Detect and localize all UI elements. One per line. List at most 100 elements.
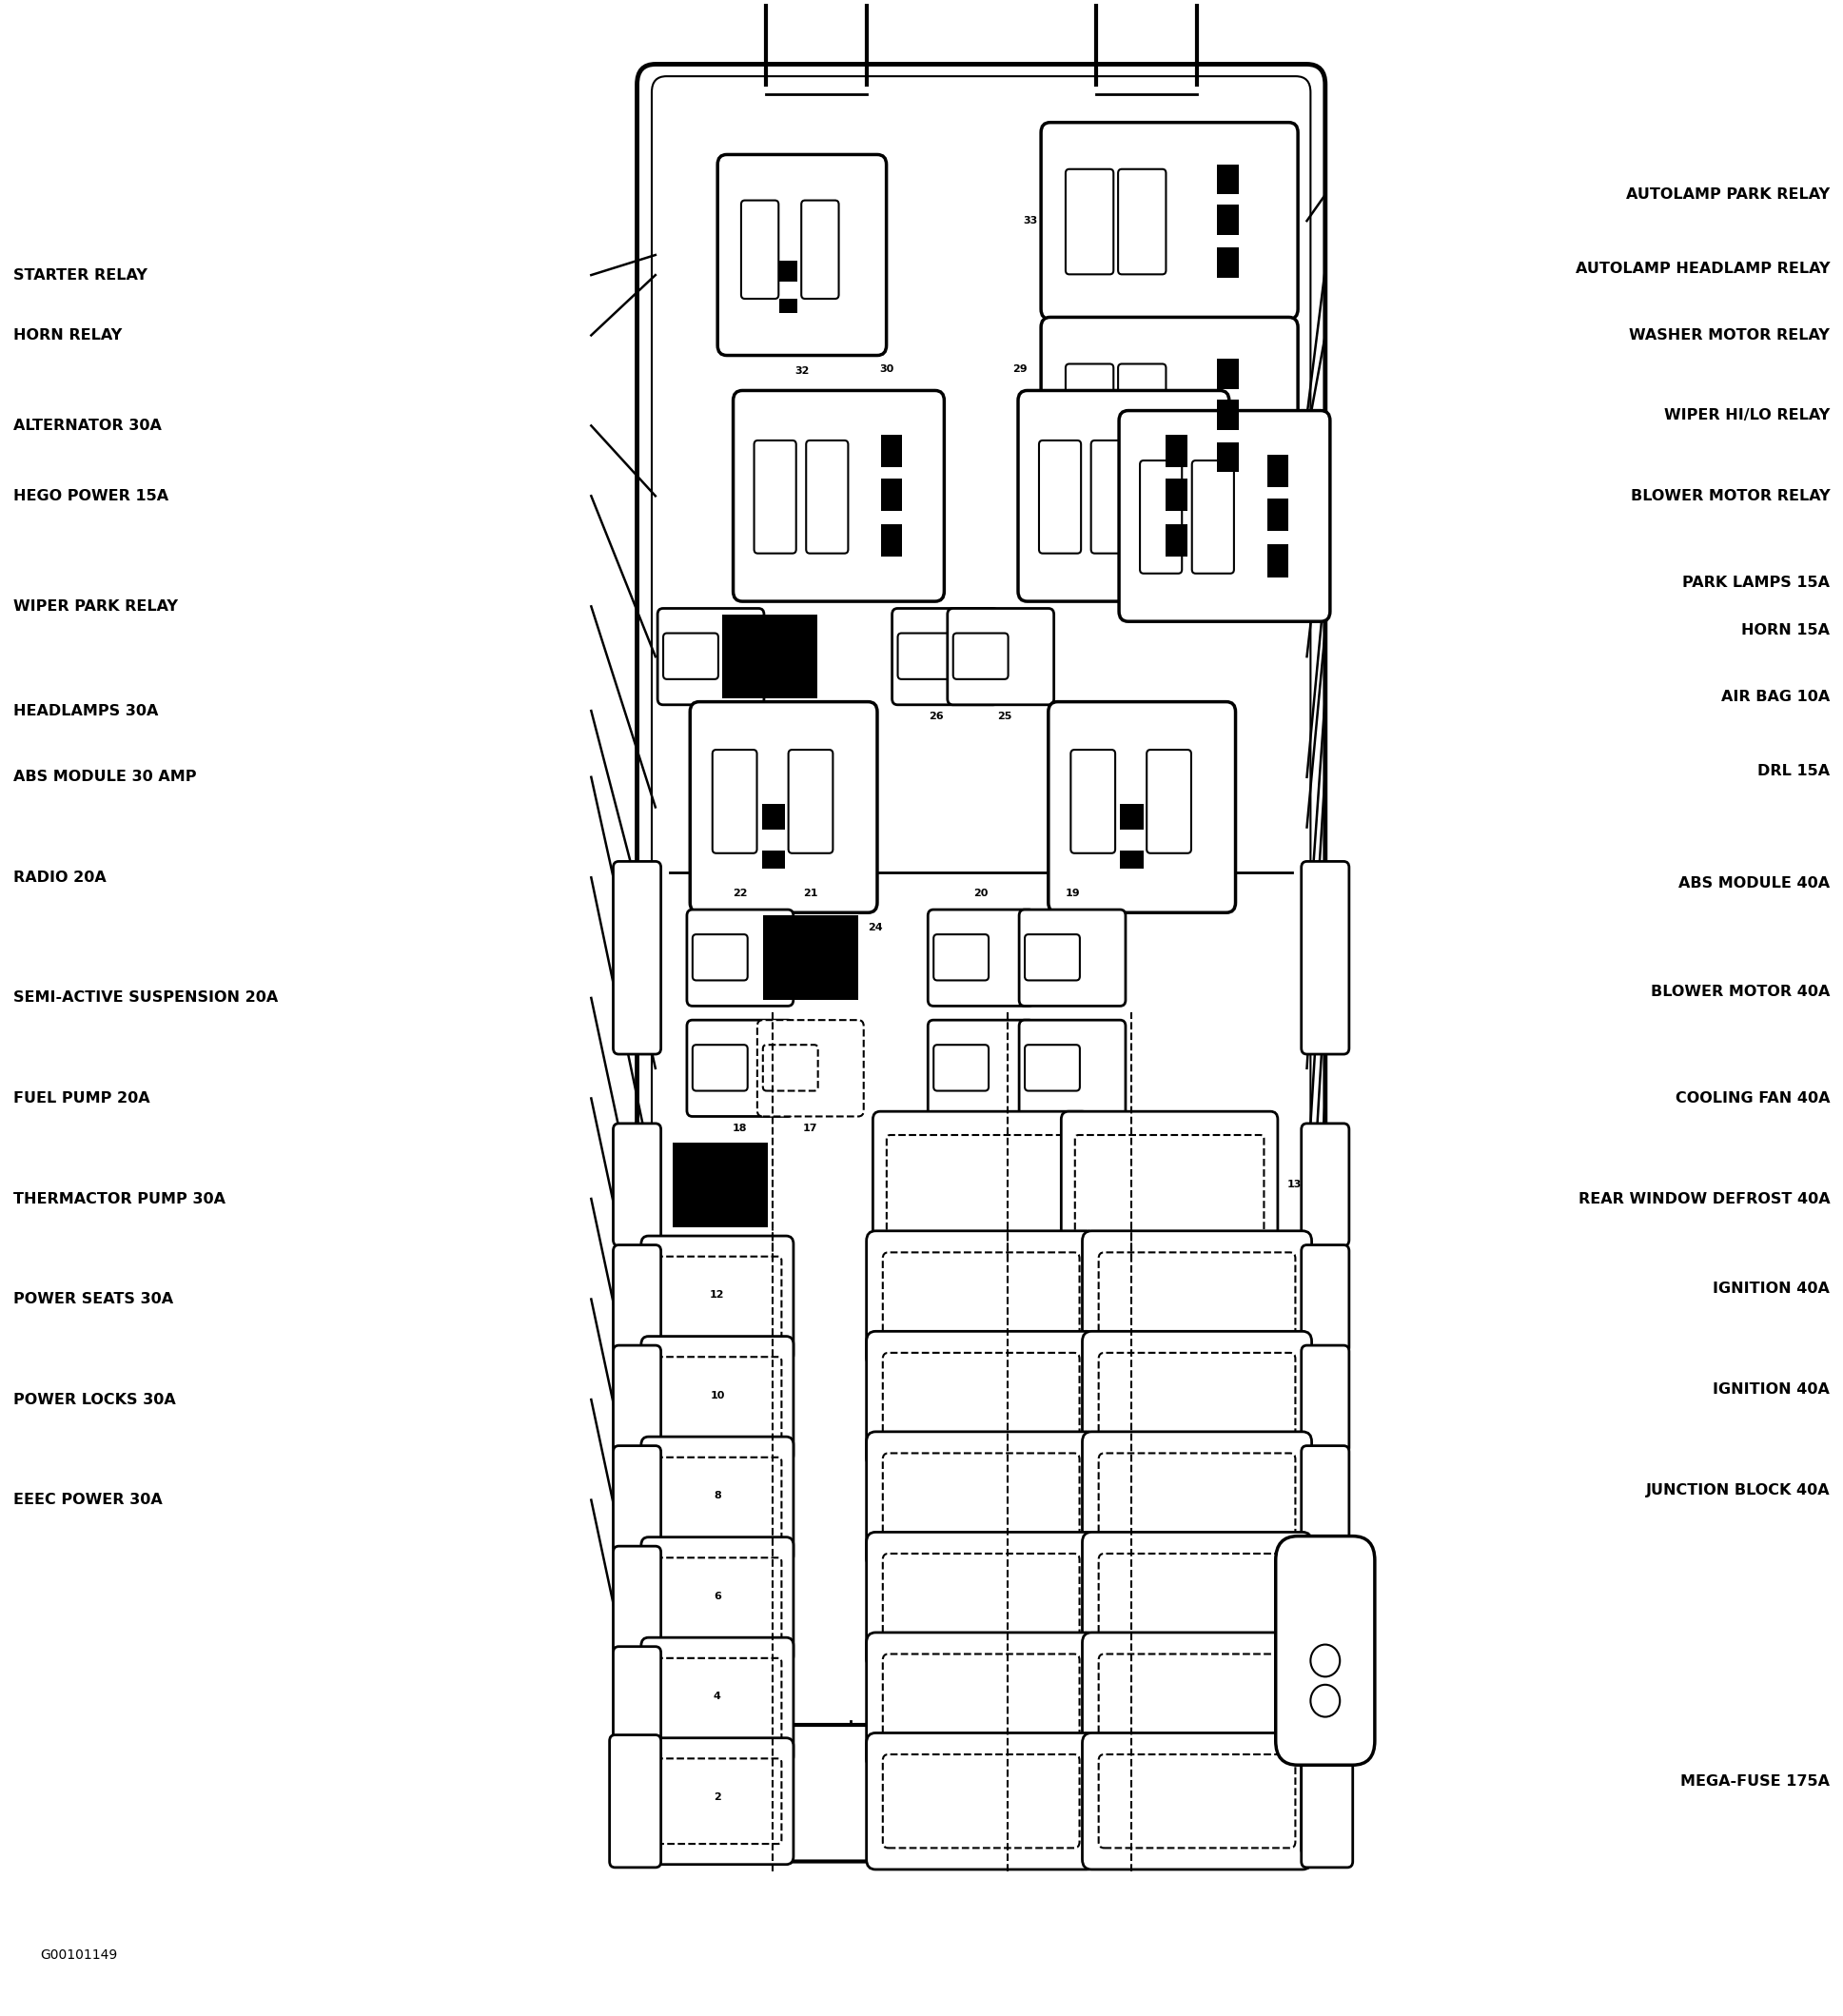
FancyBboxPatch shape [866,1734,1097,1869]
Bar [881,478,903,512]
FancyBboxPatch shape [883,1554,1080,1647]
Text: THERMACTOR PUMP 30A: THERMACTOR PUMP 30A [13,1191,225,1206]
FancyBboxPatch shape [1098,1353,1296,1445]
Text: EEEC POWER 30A: EEEC POWER 30A [13,1492,162,1508]
FancyBboxPatch shape [614,1748,662,1855]
Bar [673,1143,769,1228]
Text: SEMI-ACTIVE SUSPENSION 20A: SEMI-ACTIVE SUSPENSION 20A [13,990,278,1006]
FancyBboxPatch shape [763,1044,818,1091]
Text: 10: 10 [710,1391,724,1401]
FancyBboxPatch shape [883,1754,1080,1849]
FancyBboxPatch shape [883,1653,1080,1748]
FancyBboxPatch shape [1098,1454,1296,1546]
FancyBboxPatch shape [614,1246,662,1353]
FancyBboxPatch shape [610,1736,662,1867]
FancyBboxPatch shape [663,633,719,679]
Text: 5: 5 [1316,1591,1323,1601]
Text: STARTER RELAY: STARTER RELAY [13,268,147,282]
FancyBboxPatch shape [713,750,757,853]
Text: ABS MODULE 30 AMP: ABS MODULE 30 AMP [13,770,197,784]
FancyBboxPatch shape [1301,1345,1349,1454]
FancyBboxPatch shape [1119,411,1331,621]
FancyBboxPatch shape [1146,750,1191,853]
FancyBboxPatch shape [717,155,886,355]
FancyBboxPatch shape [652,1758,781,1845]
Text: 6: 6 [713,1591,721,1601]
Text: POWER LOCKS 30A: POWER LOCKS 30A [13,1393,175,1407]
Bar [722,615,816,700]
Bar [881,435,903,468]
Text: 17: 17 [804,1123,818,1133]
FancyBboxPatch shape [866,1532,1097,1669]
Bar [1167,524,1187,556]
Text: WASHER MOTOR RELAY: WASHER MOTOR RELAY [1629,329,1830,343]
Text: DRL 15A: DRL 15A [1758,764,1830,778]
FancyBboxPatch shape [614,1123,662,1246]
Text: COOLING FAN 40A: COOLING FAN 40A [1675,1091,1830,1105]
FancyBboxPatch shape [1082,1331,1312,1468]
FancyBboxPatch shape [953,633,1008,679]
Bar [1266,456,1288,488]
Bar [1216,442,1238,472]
FancyBboxPatch shape [614,1546,662,1655]
FancyBboxPatch shape [947,609,1054,706]
FancyBboxPatch shape [866,1232,1097,1367]
Text: 8: 8 [713,1492,721,1500]
FancyBboxPatch shape [741,200,778,298]
Text: BLOWER MOTOR 40A: BLOWER MOTOR 40A [1651,984,1830,1000]
FancyBboxPatch shape [693,933,748,980]
Text: 27: 27 [765,712,780,722]
Text: 1: 1 [1316,1792,1323,1802]
FancyBboxPatch shape [1074,1135,1264,1234]
FancyBboxPatch shape [883,1353,1080,1445]
FancyBboxPatch shape [1041,317,1297,514]
FancyBboxPatch shape [1025,933,1080,980]
Text: AUTOLAMP PARK RELAY: AUTOLAMP PARK RELAY [1626,187,1830,202]
Text: 32: 32 [794,367,809,377]
Text: 21: 21 [804,889,818,899]
FancyBboxPatch shape [614,1345,662,1454]
FancyBboxPatch shape [1025,1044,1080,1091]
Bar [1266,498,1288,532]
FancyBboxPatch shape [652,1558,781,1643]
Text: 25: 25 [997,712,1012,722]
FancyBboxPatch shape [1062,1111,1277,1258]
FancyBboxPatch shape [934,933,988,980]
Text: AIR BAG 10A: AIR BAG 10A [1721,689,1830,704]
Text: HORN 15A: HORN 15A [1742,623,1830,637]
FancyBboxPatch shape [614,1445,662,1554]
Text: 33: 33 [1023,216,1038,226]
FancyBboxPatch shape [652,1256,781,1343]
FancyBboxPatch shape [1039,439,1082,552]
FancyBboxPatch shape [1049,702,1235,913]
Text: RADIO 20A: RADIO 20A [13,871,107,885]
Text: JUNCTION BLOCK 40A: JUNCTION BLOCK 40A [1646,1484,1830,1498]
FancyBboxPatch shape [641,1236,794,1363]
Text: PARK LAMPS 15A: PARK LAMPS 15A [1683,575,1830,589]
FancyBboxPatch shape [1082,1633,1312,1770]
FancyBboxPatch shape [927,909,1034,1006]
FancyBboxPatch shape [652,77,1310,1730]
Bar [1167,435,1187,468]
FancyBboxPatch shape [1082,1532,1312,1669]
FancyBboxPatch shape [927,1020,1034,1117]
Text: 19: 19 [1065,889,1080,899]
Text: 28: 28 [695,712,710,722]
FancyBboxPatch shape [1301,1748,1349,1855]
Text: HEGO POWER 15A: HEGO POWER 15A [13,488,168,504]
Bar [763,915,859,1000]
Bar [761,851,785,869]
Text: G00101149: G00101149 [41,1949,118,1962]
FancyBboxPatch shape [1098,1252,1296,1347]
Bar [1266,544,1288,577]
Bar [780,260,798,282]
Text: HEADLAMPS 30A: HEADLAMPS 30A [13,704,158,718]
FancyBboxPatch shape [1301,1445,1349,1554]
FancyBboxPatch shape [652,1657,781,1744]
Text: IGNITION 40A: IGNITION 40A [1712,1282,1830,1296]
FancyBboxPatch shape [652,1458,781,1542]
FancyBboxPatch shape [1098,1554,1296,1647]
Text: BLOWER MOTOR RELAY: BLOWER MOTOR RELAY [1631,488,1830,504]
Text: REAR WINDOW DEFROST 40A: REAR WINDOW DEFROST 40A [1578,1191,1830,1206]
FancyBboxPatch shape [1192,460,1235,573]
